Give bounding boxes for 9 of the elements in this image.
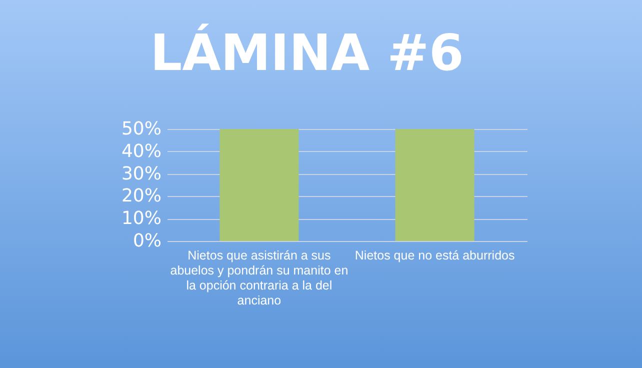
chart-title: LÁMINA #6 bbox=[150, 23, 464, 82]
y-tick-label: 20% bbox=[121, 186, 162, 207]
y-tick-label: 0% bbox=[132, 230, 162, 252]
x-tick-label: Nietos que asistirán a sus abuelos y pondrán su manito en la opción contraria a la del anciano bbox=[170, 248, 348, 308]
y-tick-label: 50% bbox=[121, 118, 162, 140]
y-tick-label: 30% bbox=[121, 163, 162, 184]
y-tick-label: 10% bbox=[121, 208, 162, 230]
y-tick-label: 40% bbox=[121, 140, 162, 162]
x-tick-label: Nietos que no está aburridos bbox=[354, 248, 515, 262]
